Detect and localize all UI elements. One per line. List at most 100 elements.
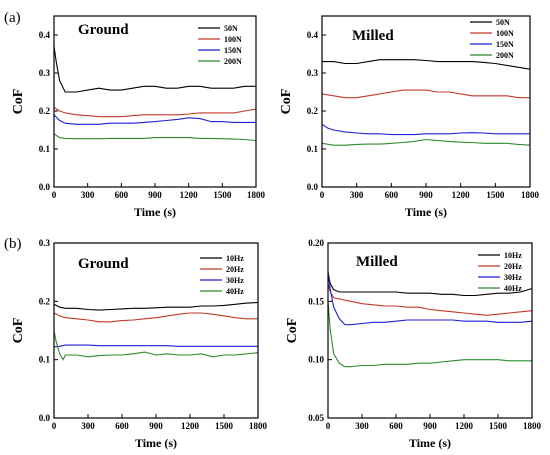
legend-label: 200N <box>224 57 242 66</box>
y-tick-label: 0.4 <box>307 30 319 40</box>
legend-label: 40Hz <box>226 287 244 296</box>
x-tick-label: 1800 <box>247 190 266 200</box>
legend-label: 10Hz <box>226 254 244 263</box>
x-tick-label: 300 <box>355 421 369 431</box>
chart-title: Ground <box>78 22 129 38</box>
y-tick-label: 0.3 <box>39 68 51 78</box>
y-tick-label: 0.4 <box>39 30 51 40</box>
legend-label: 30Hz <box>226 276 244 285</box>
series-line-150N <box>321 123 530 136</box>
legend: 10Hz 20Hz 30Hz 40Hz <box>200 254 244 296</box>
x-tick-label: 0 <box>52 421 57 431</box>
series-line-50N <box>53 46 256 93</box>
series-line-200N <box>321 138 531 146</box>
series-line-10Hz <box>53 301 259 311</box>
y-axis-label: CoF <box>11 89 26 115</box>
series-line-40Hz <box>53 330 259 361</box>
x-tick-label: 600 <box>385 190 399 200</box>
x-tick-label: 600 <box>389 421 403 431</box>
y-tick-label: 0.1 <box>39 144 51 154</box>
x-tick-label: 900 <box>419 190 433 200</box>
chart-panel-0: 0 300 600 900 1200 1500 1800 0.0 0.1 0.2 0.3 0.4 Gro… <box>11 15 266 219</box>
x-tick-label: 900 <box>149 421 163 431</box>
x-axis-label: Time (s) <box>135 436 177 450</box>
x-axis-label: Time (s) <box>409 436 451 450</box>
x-axis-label: Time (s) <box>405 205 447 219</box>
chart-title: Ground <box>78 256 129 272</box>
legend-label: 50N <box>496 18 510 27</box>
series-line-40Hz <box>327 301 532 368</box>
charts-layer: 0 300 600 900 1200 1500 1800 0.0 0.1 0.2 0.3 0.4 Gro… <box>11 15 542 450</box>
chart-title: Milled <box>352 28 394 44</box>
x-tick-label: 300 <box>81 190 95 200</box>
legend: 50N 100N 150N 200N <box>198 24 242 66</box>
y-tick-label: 0.05 <box>308 413 324 423</box>
y-tick-label: 0.2 <box>39 106 51 116</box>
panel-label-a: (a) <box>4 10 21 26</box>
legend-label: 20Hz <box>226 265 244 274</box>
x-tick-label: 0 <box>52 190 57 200</box>
y-axis-label: CoF <box>11 318 26 344</box>
x-tick-label: 300 <box>81 421 95 431</box>
x-tick-label: 1500 <box>213 190 232 200</box>
y-tick-label: 0.15 <box>308 296 324 306</box>
x-tick-label: 1800 <box>249 421 268 431</box>
y-axis-label: CoF <box>279 89 294 115</box>
x-tick-label: 600 <box>115 190 129 200</box>
x-tick-label: 300 <box>350 190 364 200</box>
x-tick-label: 900 <box>148 190 162 200</box>
y-tick-label: 0.0 <box>307 182 319 192</box>
series-line-20Hz <box>327 283 533 316</box>
chart-title: Milled <box>356 254 398 270</box>
y-axis-label: CoF <box>285 318 300 344</box>
y-tick-label: 0.2 <box>39 296 51 306</box>
x-tick-label: 0 <box>326 421 331 431</box>
y-tick-label: 0.0 <box>39 182 51 192</box>
y-tick-label: 0.20 <box>308 238 324 248</box>
y-tick-label: 0.10 <box>308 355 324 365</box>
y-tick-label: 0.3 <box>39 238 51 248</box>
series-line-10Hz <box>327 272 533 297</box>
x-tick-label: 1500 <box>215 421 234 431</box>
x-tick-label: 0 <box>320 190 325 200</box>
y-tick-label: 0.1 <box>307 144 319 154</box>
x-tick-label: 1800 <box>521 190 540 200</box>
y-tick-label: 0.2 <box>307 106 319 116</box>
legend-label: 150N <box>224 46 242 55</box>
legend-label: 40Hz <box>504 284 522 293</box>
chart-panel-3: 0 300 600 900 1200 1500 1800 0.05 0.10 0.15 0.20 Mi… <box>285 238 542 450</box>
y-tick-label: 0.1 <box>39 355 51 365</box>
panel-label-b: (b) <box>4 236 22 252</box>
legend-label: 150N <box>496 40 514 49</box>
legend-label: 30Hz <box>504 273 522 282</box>
series-line-100N <box>53 106 257 118</box>
legend-label: 20Hz <box>504 262 522 271</box>
legend-label: 200N <box>496 51 514 60</box>
legend-label: 50N <box>224 24 238 33</box>
x-tick-label: 1500 <box>486 190 505 200</box>
series-line-150N <box>53 114 256 125</box>
x-tick-label: 1800 <box>523 421 542 431</box>
series-line-30Hz <box>53 344 258 348</box>
x-tick-label: 1200 <box>180 190 199 200</box>
x-axis-label: Time (s) <box>134 205 176 219</box>
series-line-200N <box>53 133 257 142</box>
y-tick-label: 0.0 <box>39 413 51 423</box>
x-tick-label: 1200 <box>452 190 471 200</box>
series-line-30Hz <box>327 272 533 326</box>
x-tick-label: 1200 <box>455 421 474 431</box>
chart-panel-2: 0 300 600 900 1200 1500 1800 0.0 0.1 0.2 0.3 Ground… <box>11 238 268 450</box>
x-tick-label: 1200 <box>181 421 200 431</box>
series-line-50N <box>322 59 531 70</box>
legend-label: 100N <box>224 35 242 44</box>
series-line-20Hz <box>53 312 258 323</box>
legend-label: 10Hz <box>504 251 522 260</box>
x-tick-label: 1500 <box>489 421 508 431</box>
chart-panel-1: 0 300 600 900 1200 1500 1800 0.0 0.1 0.2 0.3 0.4 Mil… <box>279 15 540 219</box>
legend: 10Hz 20Hz 30Hz 40Hz <box>478 251 522 293</box>
x-tick-label: 600 <box>115 421 129 431</box>
legend-label: 100N <box>496 29 514 38</box>
y-tick-label: 0.3 <box>307 68 319 78</box>
series-line-100N <box>321 89 530 99</box>
